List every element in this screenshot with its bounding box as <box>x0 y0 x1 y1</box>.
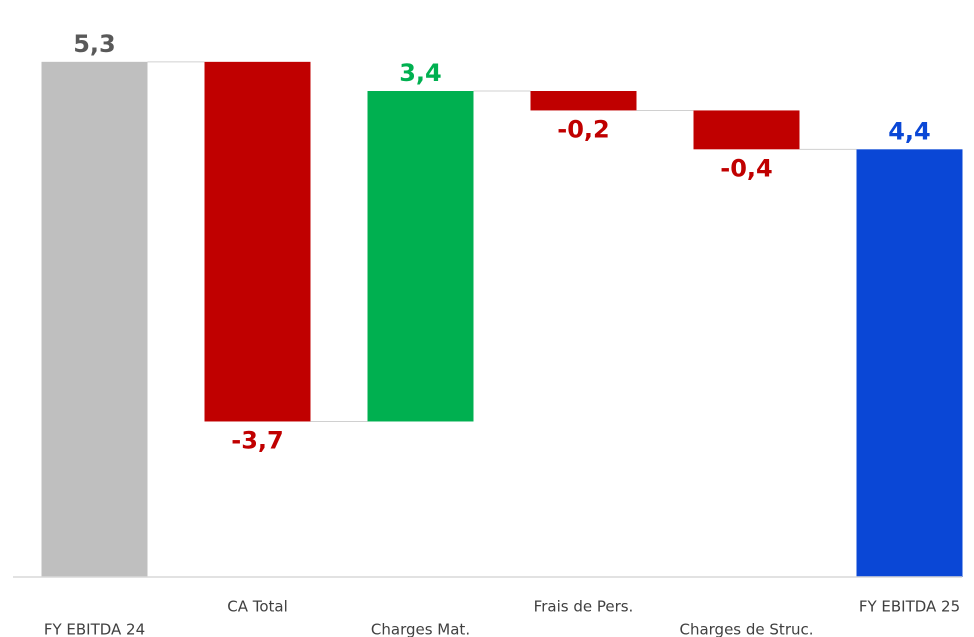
value-label: 3,4 <box>399 59 442 87</box>
value-label: 4,4 <box>888 117 931 145</box>
x-tick-label: Charges Mat. <box>371 621 470 637</box>
value-label: -0,4 <box>720 154 772 182</box>
bar <box>367 91 474 422</box>
bar <box>856 149 963 577</box>
value-label: -0,2 <box>557 115 609 143</box>
bar <box>41 61 148 577</box>
x-tick-label: Charges de Struc. <box>679 621 813 637</box>
value-label: 5,3 <box>73 30 116 58</box>
x-tick-label: Frais de Pers. <box>534 598 634 616</box>
x-tick-label: FY EBITDA 24 <box>44 621 145 637</box>
x-tick-label: CA Total <box>227 598 288 616</box>
bar <box>693 110 800 150</box>
x-tick-label: FY EBITDA 25 <box>859 598 960 616</box>
value-label: -3,7 <box>231 426 283 454</box>
bar <box>204 61 311 422</box>
bar <box>530 91 637 111</box>
